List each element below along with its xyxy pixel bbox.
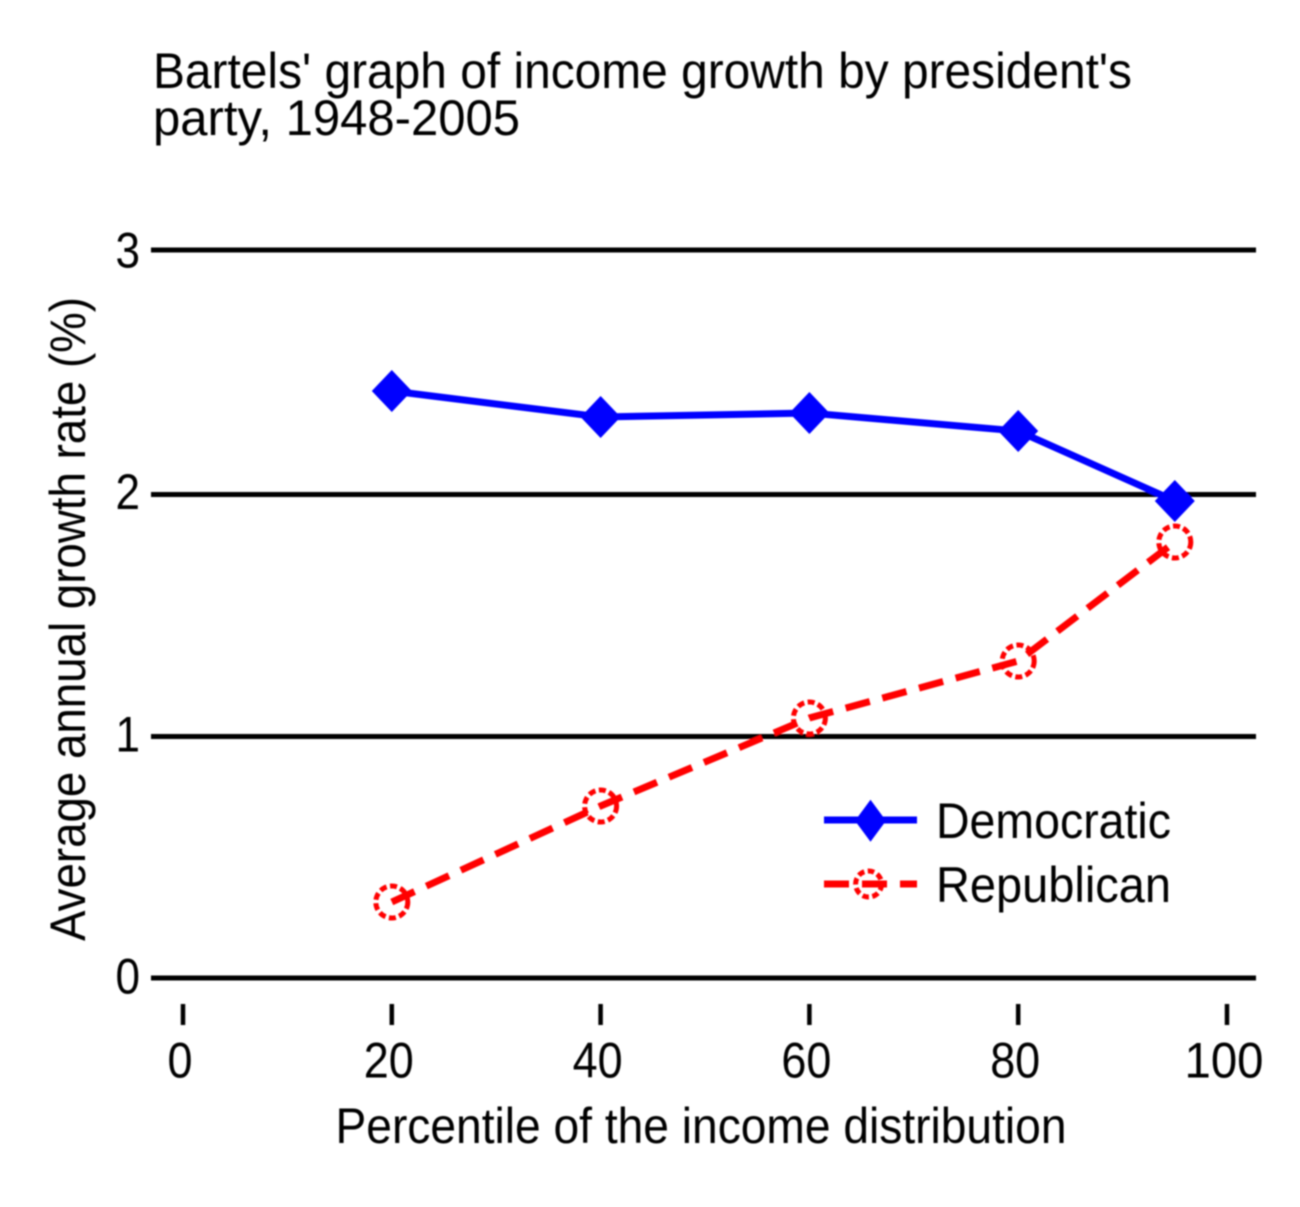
svg-text:Average annual growth rate (%): Average annual growth rate (%) — [40, 297, 96, 941]
svg-text:80: 80 — [990, 1033, 1040, 1089]
svg-text:Democratic: Democratic — [936, 793, 1171, 849]
svg-text:60: 60 — [781, 1033, 831, 1089]
svg-text:Bartels' graph of income growt: Bartels' graph of income growth by presi… — [153, 43, 1132, 99]
svg-text:Republican: Republican — [936, 857, 1171, 913]
svg-text:2: 2 — [116, 464, 141, 520]
svg-text:20: 20 — [364, 1033, 414, 1089]
svg-text:0: 0 — [168, 1033, 193, 1089]
svg-text:3: 3 — [116, 223, 141, 279]
svg-text:100: 100 — [1185, 1033, 1264, 1089]
svg-text:1: 1 — [116, 707, 141, 763]
svg-text:0: 0 — [116, 949, 141, 1005]
svg-text:Percentile of the income distr: Percentile of the income distribution — [336, 1098, 1067, 1154]
svg-text:40: 40 — [573, 1033, 623, 1089]
svg-text:party, 1948-2005: party, 1948-2005 — [153, 90, 520, 146]
